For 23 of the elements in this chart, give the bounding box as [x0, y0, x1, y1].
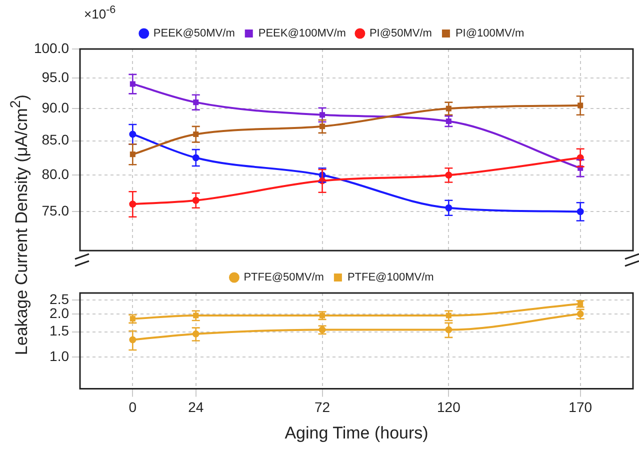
legend-label: PTFE@100MV/m — [347, 272, 434, 284]
legend-label: PTFE@50MV/m — [244, 272, 324, 284]
legend-label: PEEK@100MV/m — [258, 28, 346, 40]
legend-label: PEEK@50MV/m — [153, 28, 235, 40]
y-tick-label: 1.5 — [50, 322, 70, 339]
y-tick-label: 100.0 — [34, 40, 70, 56]
y-tick-label: 2.5 — [50, 290, 70, 307]
y-tick-label: 90.0 — [42, 99, 70, 116]
text: ×10$^{-6}$ — [84, 4, 116, 22]
y-tick-label: 2.0 — [50, 304, 70, 321]
legend-label: PI@50MV/m — [369, 28, 432, 40]
y-tick-label: 80.0 — [42, 166, 70, 182]
x-axis-title: Aging Time (hours) — [284, 423, 428, 442]
x-tick-label: 0 — [128, 399, 137, 416]
x-tick-label: 72 — [314, 399, 330, 416]
y-tick-label: 75.0 — [42, 202, 70, 218]
x-tick-label: 170 — [568, 399, 592, 416]
y-tick-label: 85.0 — [42, 132, 70, 148]
legend-label: PI@100MV/m — [455, 28, 524, 40]
x-tick-label: 24 — [188, 399, 204, 416]
y-tick-label: 1.0 — [50, 348, 70, 364]
y-tick-label: 95.0 — [42, 68, 70, 85]
x-tick-label: 120 — [436, 399, 461, 416]
